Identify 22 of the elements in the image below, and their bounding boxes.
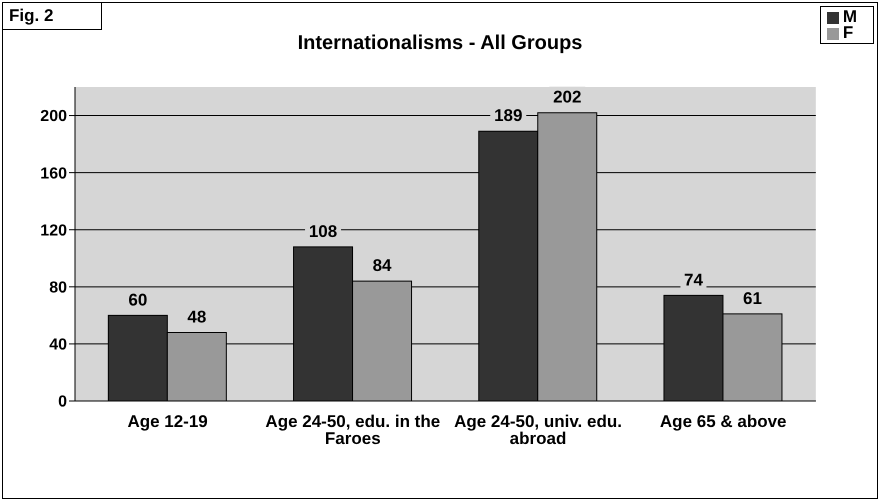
data-label: 84 — [372, 256, 392, 276]
caption: Fig. 2 — [2, 2, 102, 30]
y-tick-label: 120 — [40, 222, 68, 240]
x-tick-label: Age 24-50, univ. edu. abroad — [454, 412, 622, 448]
y-tick-label: 40 — [49, 336, 68, 354]
x-tick-label: Age 12-19 — [127, 412, 208, 432]
chart-title: Internationalisms - All Groups — [298, 32, 582, 54]
legend-label: M — [842, 7, 857, 26]
y-tick-label: 160 — [40, 165, 68, 182]
data-label: 108 — [308, 222, 338, 241]
y-tick-label: 200 — [40, 108, 68, 126]
x-tick-label: Age 65 & above — [660, 412, 787, 432]
y-tick-label: 0 — [58, 394, 68, 411]
data-label: 48 — [187, 307, 206, 326]
data-label: 60 — [128, 290, 148, 310]
y-tick-label: 80 — [49, 280, 68, 296]
legend-label: F — [842, 23, 854, 42]
data-label: 61 — [742, 288, 762, 308]
data-label: 189 — [494, 106, 522, 126]
data-label: 74 — [684, 270, 704, 290]
data-label: 202 — [553, 88, 582, 107]
x-tick-label: Age 24-50, edu. in the Faroes — [265, 412, 440, 448]
